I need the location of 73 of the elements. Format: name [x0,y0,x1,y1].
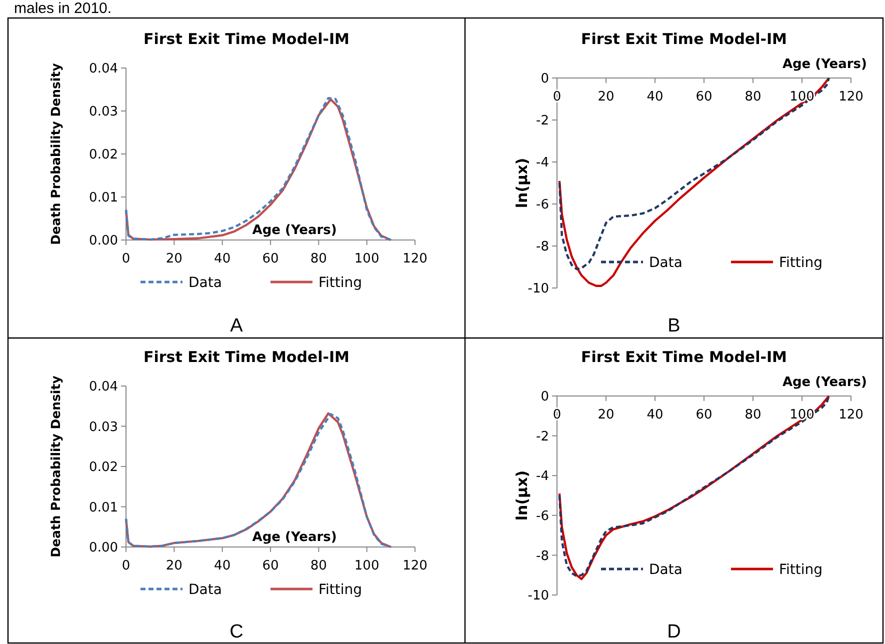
x-tick-label: 80 [744,90,762,105]
x-tick-label: 40 [646,408,664,423]
text: B [668,316,680,337]
text: D [667,622,681,643]
legend-label: Fitting [318,582,362,598]
x-tick-label: 80 [310,558,327,574]
x-tick-label: 60 [262,252,279,267]
x-tick-label: 60 [696,90,712,105]
y-tick-label: 0.04 [89,380,118,395]
y-tick-label: 0.02 [89,460,118,476]
y-tick-label: -6 [536,198,549,213]
y-tick-label: -8 [536,548,549,564]
y-axis-title: ln(µx) [513,158,531,208]
x-axis-title: Age (Years) [252,223,337,238]
x-tick-label: 120 [838,408,864,423]
x-tick-label: 20 [166,252,182,267]
x-axis-title: Age (Years) [782,375,867,390]
x-tick-label: 60 [696,408,712,423]
legend-label: Fitting [779,562,823,578]
y-tick-label: -2 [536,429,549,444]
y-axis-title: Death Probability Density [48,376,63,558]
x-tick-label: 0 [552,408,562,423]
x-tick-label: 100 [354,558,380,574]
legend-label: Data [649,562,682,578]
legend-label: Data [188,274,222,291]
x-tick-label: 100 [354,252,380,267]
y-tick-label: 0.02 [89,148,118,163]
x-tick-label: 80 [744,408,762,423]
legend-label: Fitting [779,254,823,271]
chart-title: First Exit Time Model-IM [144,348,350,366]
x-tick-label: 120 [838,90,864,105]
x-tick-label: 20 [598,90,614,105]
y-tick-label: 0.03 [89,420,118,435]
y-tick-label: -6 [536,508,549,524]
y-tick-label: 0.04 [89,62,118,77]
legend-label: Fitting [318,274,362,291]
y-tick-label: -4 [536,469,549,484]
y-tick-label: 0.00 [89,540,118,556]
x-axis-title: Age (Years) [782,57,867,72]
y-tick-label: 0.03 [89,104,118,120]
text: A [230,316,244,337]
chart-title: First Exit Time Model-IM [581,348,787,366]
y-tick-label: 0 [540,72,549,87]
y-axis-title: Death Probability Density [48,63,63,245]
x-tick-label: 20 [598,408,614,423]
chart-title: First Exit Time Model-IM [581,30,787,48]
y-tick-label: -10 [528,282,549,297]
x-tick-label: 60 [262,558,279,574]
y-tick-label: 0.00 [89,234,118,249]
x-tick-label: 0 [552,90,562,105]
text: C [230,622,244,643]
y-tick-label: -8 [536,240,549,255]
x-tick-label: 120 [402,558,428,574]
y-tick-label: 0 [540,390,549,405]
y-tick-label: -2 [536,114,549,129]
x-tick-label: 40 [214,252,231,267]
chart-title: First Exit Time Model-IM [144,30,350,48]
x-tick-label: 0 [122,252,130,267]
legend-label: Data [649,254,682,271]
x-tick-label: 80 [310,252,327,267]
y-tick-label: 0.01 [89,500,118,516]
y-tick-label: -4 [536,156,549,171]
x-axis-title: Age (Years) [252,530,337,545]
x-tick-label: 40 [214,558,231,574]
x-tick-label: 120 [402,252,428,267]
y-axis-title: ln(µx) [513,470,531,521]
x-tick-label: 0 [122,558,130,574]
y-tick-label: -10 [528,588,549,604]
x-tick-label: 40 [646,90,664,105]
y-tick-label: 0.01 [89,190,118,206]
text: males in 2010. [14,0,112,17]
legend-label: Data [188,582,222,598]
x-tick-label: 20 [166,558,182,574]
